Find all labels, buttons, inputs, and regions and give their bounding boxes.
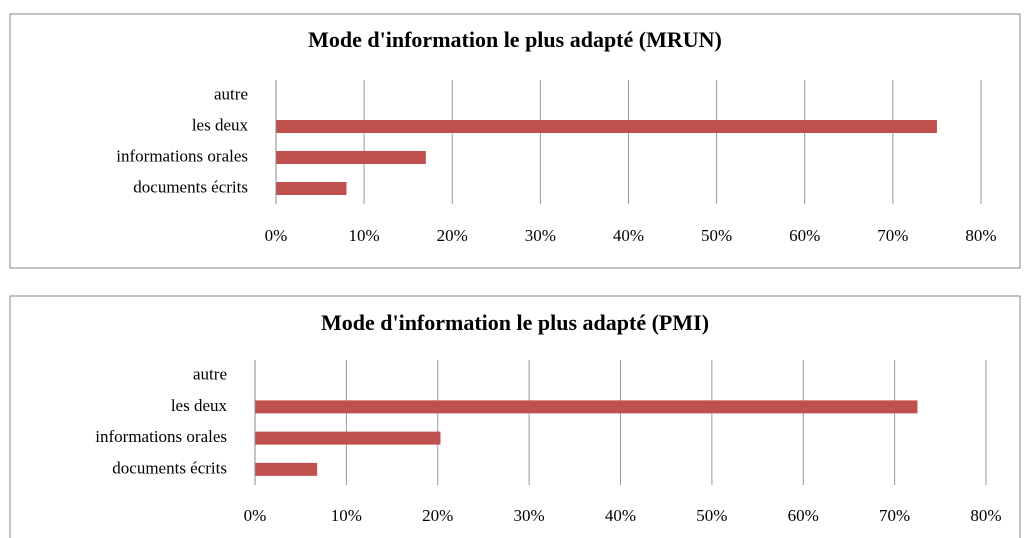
bar	[276, 120, 937, 133]
x-tick-label: 70%	[877, 226, 908, 245]
x-tick-label: 80%	[970, 506, 1001, 525]
y-tick-label: les deux	[192, 115, 249, 134]
y-tick-label: informations orales	[95, 427, 227, 446]
x-tick-label: 70%	[879, 506, 910, 525]
x-tick-label: 60%	[788, 506, 819, 525]
y-tick-label: autre	[193, 365, 227, 384]
x-tick-label: 40%	[613, 226, 644, 245]
bar	[255, 400, 918, 414]
x-tick-label: 0%	[265, 226, 288, 245]
y-tick-label: informations orales	[116, 146, 248, 165]
x-tick-label: 60%	[789, 226, 820, 245]
x-tick-label: 20%	[437, 226, 468, 245]
y-tick-label: documents écrits	[133, 177, 248, 196]
bar	[276, 151, 426, 164]
x-tick-label: 50%	[696, 506, 727, 525]
x-tick-label: 20%	[422, 506, 453, 525]
x-tick-label: 40%	[605, 506, 636, 525]
x-tick-label: 50%	[701, 226, 732, 245]
chart-frame	[9, 13, 1021, 269]
x-tick-label: 30%	[525, 226, 556, 245]
y-tick-label: autre	[214, 84, 248, 103]
x-tick-label: 10%	[331, 506, 362, 525]
x-tick-label: 30%	[514, 506, 545, 525]
y-tick-label: documents écrits	[112, 458, 227, 477]
bar	[276, 182, 347, 195]
bar	[255, 462, 318, 476]
y-tick-label: les deux	[171, 396, 228, 415]
x-tick-label: 0%	[244, 506, 267, 525]
chart-title: Mode d'information le plus adapté (PMI)	[321, 310, 709, 335]
chart-frame	[9, 295, 1021, 538]
x-tick-label: 80%	[965, 226, 996, 245]
chart-title: Mode d'information le plus adapté (MRUN)	[308, 27, 722, 52]
bar	[255, 431, 441, 445]
x-tick-label: 10%	[349, 226, 380, 245]
